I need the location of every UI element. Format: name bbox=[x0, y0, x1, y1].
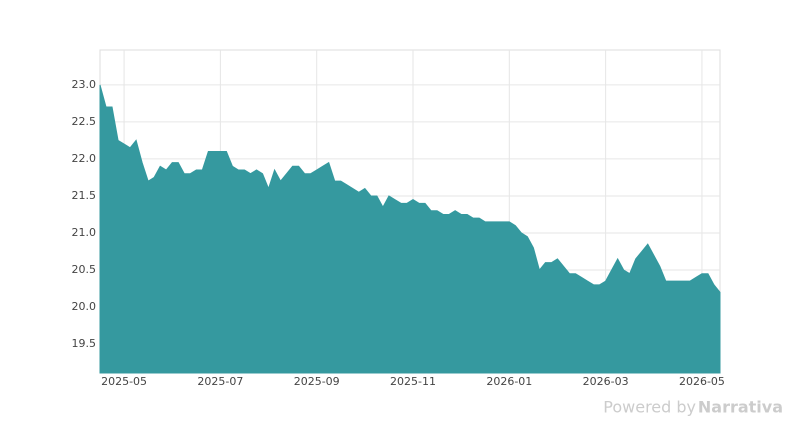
y-tick-label: 20.5 bbox=[72, 263, 97, 276]
y-tick-label: 21.0 bbox=[72, 226, 97, 239]
x-tick-label: 2026-05 bbox=[679, 375, 725, 388]
x-tick-label: 2026-03 bbox=[583, 375, 629, 388]
footer-brand: Narrativa bbox=[698, 398, 783, 417]
y-tick-label: 22.0 bbox=[72, 152, 97, 165]
x-tick-label: 2025-09 bbox=[294, 375, 340, 388]
y-tick-label: 22.5 bbox=[72, 115, 97, 128]
y-tick-label: 20.0 bbox=[72, 300, 97, 313]
x-tick-label: 2026-01 bbox=[486, 375, 532, 388]
y-tick-label: 23.0 bbox=[72, 78, 97, 91]
y-tick-label: 19.5 bbox=[72, 337, 97, 350]
footer-powered: Powered by bbox=[603, 398, 696, 417]
x-tick-label: 2025-05 bbox=[101, 375, 147, 388]
area bbox=[99, 84, 721, 374]
x-tick-label: 2025-07 bbox=[197, 375, 243, 388]
y-tick-label: 21.5 bbox=[72, 189, 97, 202]
x-tick-label: 2025-11 bbox=[390, 375, 436, 388]
